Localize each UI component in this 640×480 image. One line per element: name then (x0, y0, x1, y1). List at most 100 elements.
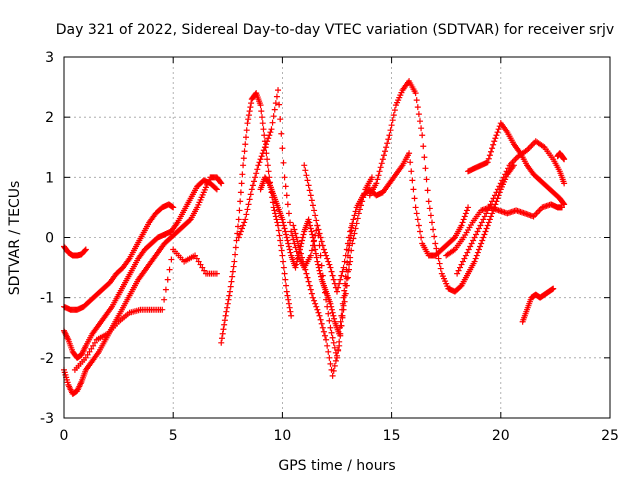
data-point (294, 255, 301, 262)
data-point (491, 138, 498, 145)
data-point (455, 267, 462, 274)
data-point (336, 324, 343, 331)
data-point (249, 182, 256, 189)
data-point (246, 108, 253, 115)
data-point (484, 222, 491, 229)
data-point (267, 129, 274, 136)
data-point (486, 152, 493, 159)
data-point (237, 198, 244, 205)
data-point (352, 208, 359, 215)
data-point (243, 211, 250, 218)
data-point (335, 347, 342, 354)
data-point (311, 242, 318, 249)
data-point (343, 266, 350, 273)
series-track-j (366, 78, 517, 295)
series-track-l (454, 138, 568, 277)
data-point (340, 294, 347, 301)
data-point (197, 261, 204, 268)
data-point (489, 145, 496, 152)
data-point (485, 155, 492, 162)
data-point (164, 276, 171, 283)
data-point (326, 317, 333, 324)
x-axis-label: GPS time / hours (278, 458, 395, 474)
data-point (487, 148, 494, 155)
data-point (406, 150, 413, 157)
data-point (299, 234, 306, 241)
data-point (309, 294, 316, 301)
data-point (266, 132, 273, 139)
data-point (334, 288, 340, 295)
data-point (475, 246, 482, 253)
data-point (317, 316, 324, 323)
data-point (390, 112, 397, 119)
data-point (265, 168, 272, 175)
data-point (285, 296, 292, 303)
y-tick-label: 0 (45, 231, 54, 247)
data-point (309, 202, 316, 209)
data-point (312, 246, 319, 253)
data-point (414, 216, 421, 223)
data-point (241, 219, 248, 226)
data-point (323, 252, 330, 259)
data-point (265, 135, 272, 142)
data-point (335, 284, 342, 291)
data-point (418, 125, 425, 132)
data-point (489, 210, 496, 217)
data-point (332, 357, 339, 364)
data-point (468, 240, 475, 247)
data-point (264, 138, 271, 145)
data-point (330, 339, 337, 346)
data-point (287, 249, 294, 256)
data-point (320, 246, 327, 253)
data-point (292, 264, 299, 271)
data-point (86, 348, 93, 355)
data-point (328, 329, 335, 336)
data-point (170, 204, 177, 211)
data-point (352, 225, 359, 232)
data-point (229, 273, 236, 280)
data-point (277, 237, 284, 244)
data-point (257, 102, 264, 109)
data-point (299, 254, 306, 261)
data-point (457, 264, 464, 271)
data-point (420, 143, 427, 150)
data-point (223, 308, 230, 315)
data-point (235, 216, 242, 223)
data-point (218, 339, 225, 346)
data-point (265, 179, 272, 186)
series-track-g (235, 87, 354, 361)
data-point (342, 280, 349, 287)
data-point (296, 246, 303, 253)
data-point (288, 312, 295, 319)
data-point (317, 234, 324, 241)
data-point (310, 238, 317, 245)
data-point (295, 252, 302, 259)
data-point (305, 278, 312, 285)
series-track-e (71, 246, 220, 373)
data-point (256, 159, 263, 166)
data-point (297, 243, 304, 250)
data-point (263, 141, 270, 148)
data-point (231, 258, 238, 265)
data-point (328, 303, 335, 310)
data-point (479, 237, 486, 244)
data-point (493, 189, 500, 196)
data-point (408, 168, 415, 175)
data-point (236, 231, 243, 238)
data-point (192, 252, 199, 259)
series-track-d (61, 174, 225, 397)
data-point (413, 97, 420, 104)
data-point (159, 306, 166, 313)
data-point (280, 264, 287, 271)
data-point (474, 228, 481, 235)
data-point (484, 159, 491, 166)
data-point (168, 256, 175, 263)
data-point (329, 309, 336, 316)
data-point (345, 247, 352, 254)
data-point (321, 332, 328, 339)
data-point (308, 197, 315, 204)
data-point (186, 217, 193, 224)
data-point (318, 238, 325, 245)
data-point (289, 232, 296, 239)
data-point (342, 273, 349, 280)
